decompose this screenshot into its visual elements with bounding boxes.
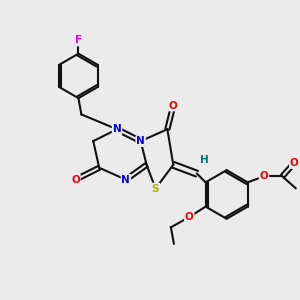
Text: N: N — [136, 136, 145, 146]
Text: F: F — [75, 35, 82, 45]
Text: N: N — [112, 124, 121, 134]
Text: N: N — [122, 175, 130, 184]
Text: O: O — [185, 212, 194, 222]
Text: F: F — [75, 35, 82, 45]
Text: O: O — [71, 175, 80, 184]
Text: S: S — [152, 184, 159, 194]
Text: O: O — [260, 171, 268, 182]
Text: H: H — [200, 155, 209, 165]
Text: O: O — [169, 100, 178, 110]
Text: O: O — [290, 158, 298, 168]
